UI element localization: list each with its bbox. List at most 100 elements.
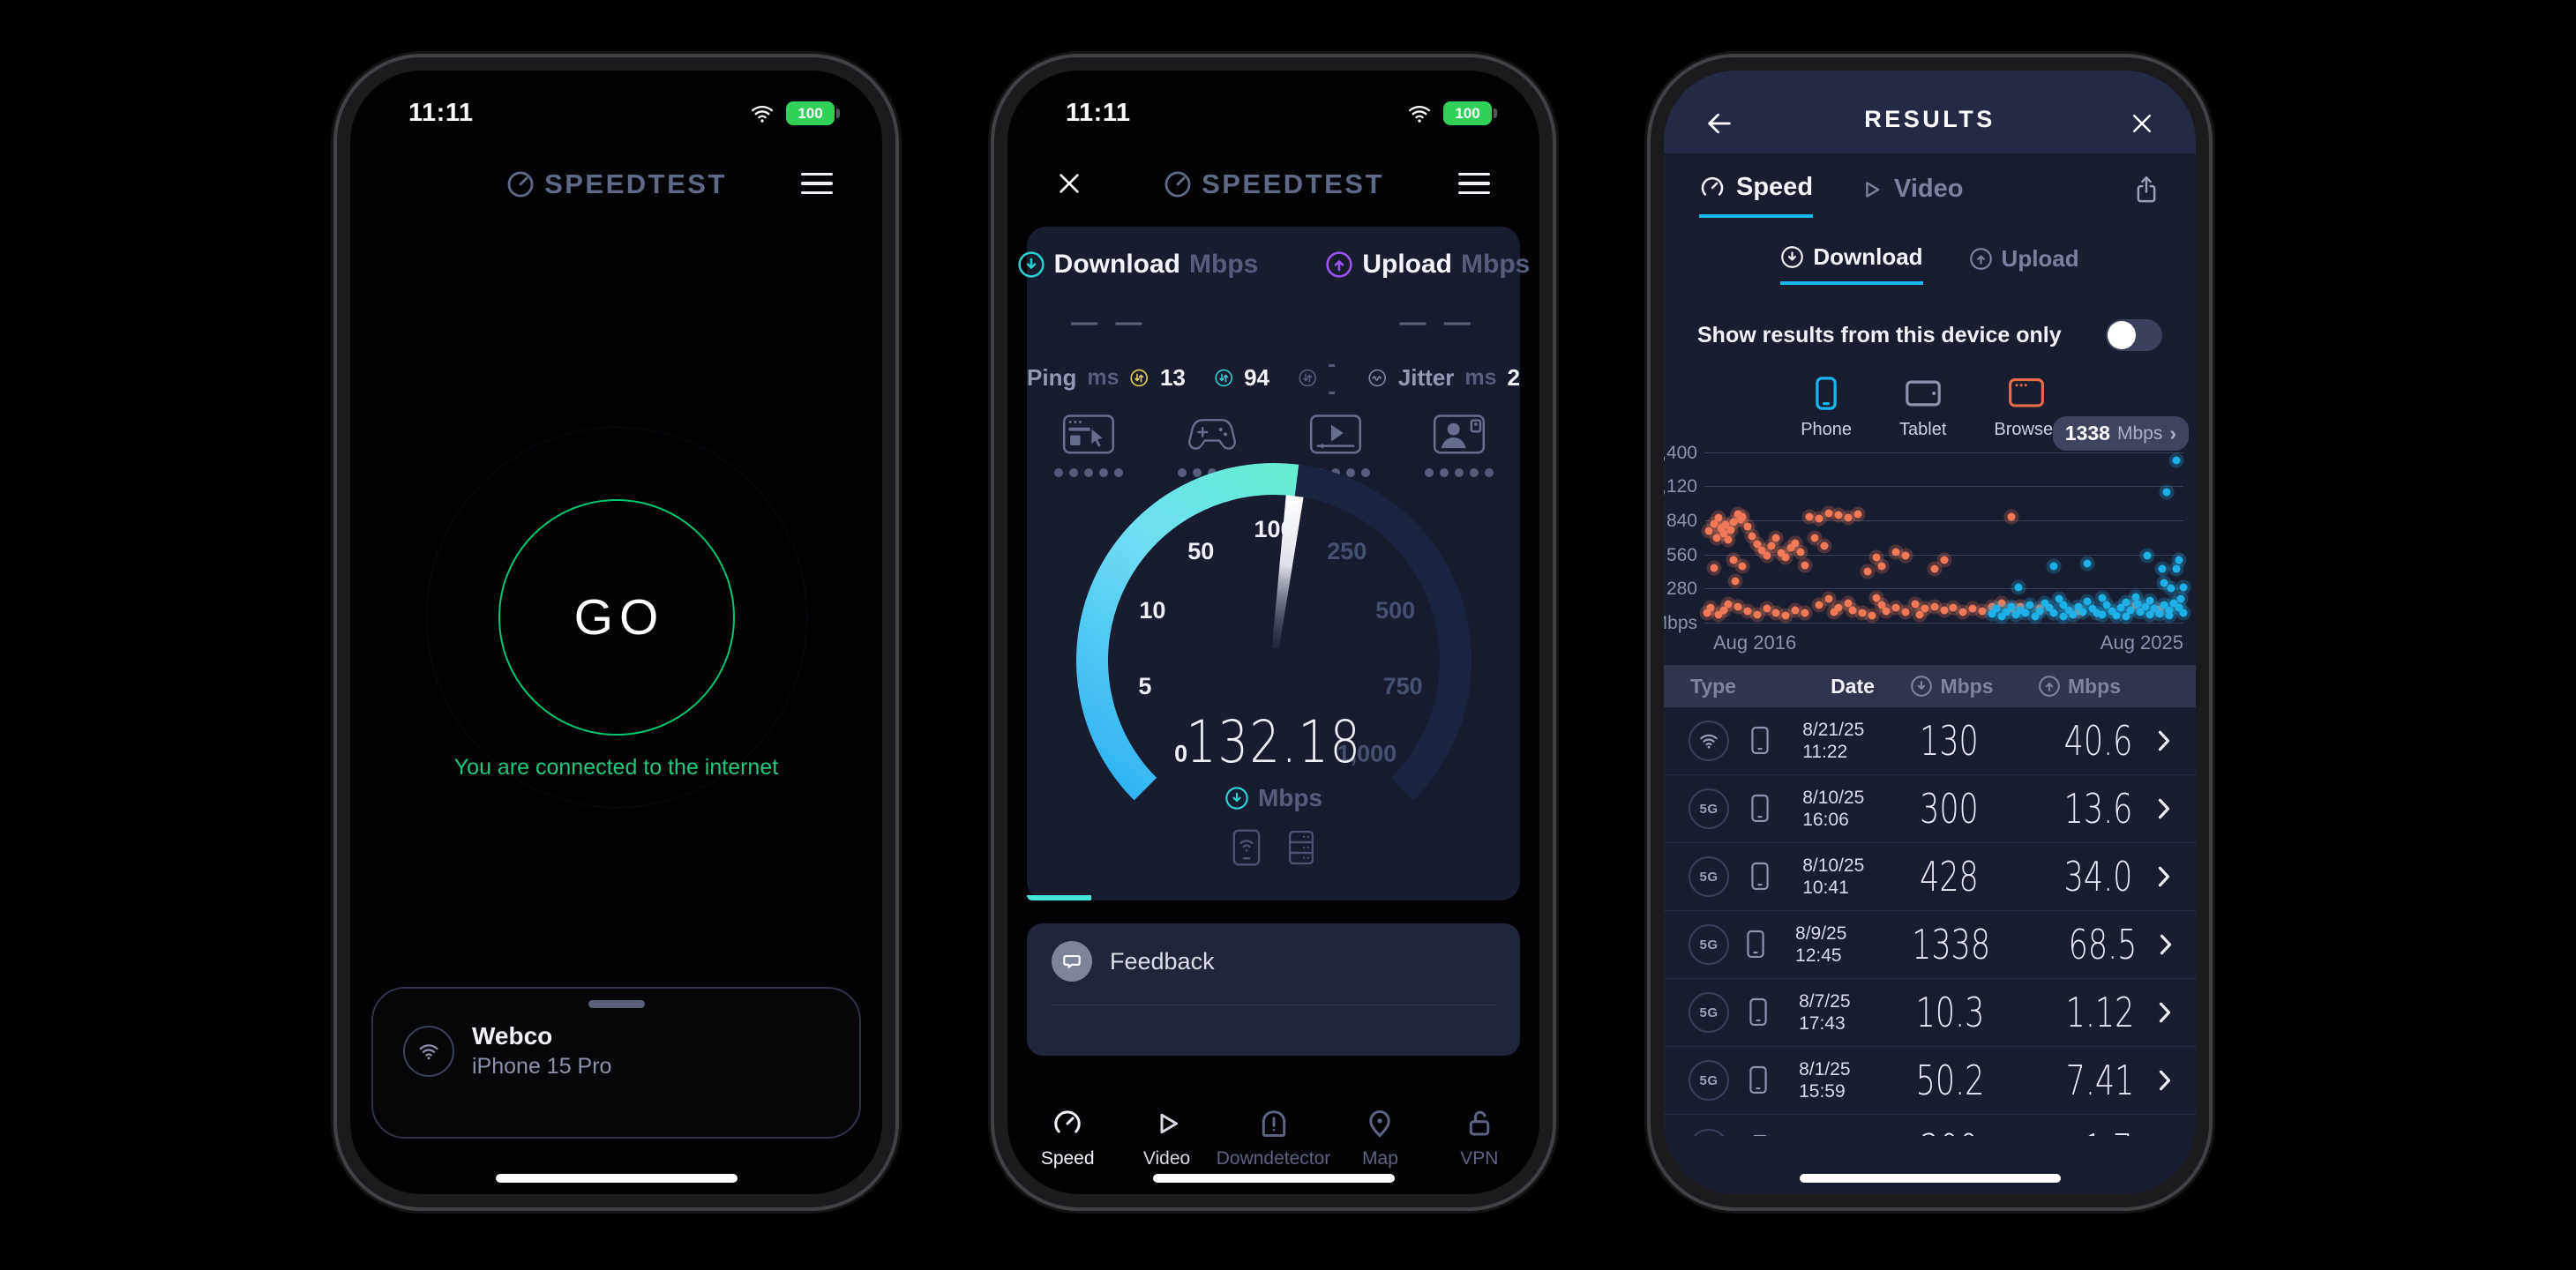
data-point-recent-results[interactable]	[2074, 602, 2083, 611]
data-point-earlier-results[interactable]	[1743, 522, 1752, 531]
data-point-earlier-results[interactable]	[1848, 606, 1857, 615]
data-point-earlier-results[interactable]	[1724, 535, 1733, 544]
data-point-earlier-results[interactable]	[1734, 602, 1742, 611]
data-point-earlier-results[interactable]	[1872, 553, 1881, 562]
data-point-earlier-results[interactable]	[1815, 601, 1823, 609]
data-point-earlier-results[interactable]	[1820, 542, 1829, 550]
data-point-recent-results[interactable]	[2035, 607, 2044, 616]
data-point-earlier-results[interactable]	[1748, 532, 1756, 541]
data-point-earlier-results[interactable]	[1940, 606, 1948, 615]
video-call-activity[interactable]	[1424, 414, 1494, 477]
share-icon[interactable]	[2132, 175, 2160, 205]
data-point-earlier-results[interactable]	[1877, 601, 1886, 609]
filter-tablet[interactable]: Tablet	[1899, 374, 1946, 440]
home-indicator[interactable]	[1799, 1174, 2061, 1183]
close-icon[interactable]	[2129, 110, 2155, 137]
data-point-earlier-results[interactable]	[1810, 534, 1819, 542]
data-point-earlier-results[interactable]	[1834, 603, 1843, 612]
close-icon[interactable]	[1055, 169, 1083, 198]
data-point-recent-results[interactable]	[2031, 612, 2040, 621]
data-point-recent-results[interactable]	[2041, 599, 2049, 608]
data-point-earlier-results[interactable]	[1882, 607, 1891, 616]
data-point-earlier-results[interactable]	[1891, 548, 1900, 557]
data-point-recent-results[interactable]	[2175, 603, 2183, 612]
nav-item-vpn[interactable]: VPN	[1430, 1108, 1529, 1169]
data-point-earlier-results[interactable]	[1724, 600, 1733, 609]
data-point-earlier-results[interactable]	[1911, 600, 1920, 609]
data-point-recent-results[interactable]	[2179, 583, 2188, 592]
data-point-earlier-results[interactable]	[1901, 551, 1910, 560]
data-point-earlier-results[interactable]	[1805, 512, 1814, 521]
data-point-recent-results[interactable]	[2162, 488, 2171, 497]
data-point-earlier-results[interactable]	[1824, 509, 1833, 518]
device-only-toggle[interactable]	[2106, 319, 2162, 351]
data-point-earlier-results[interactable]	[1726, 526, 1735, 534]
data-point-recent-results[interactable]	[2083, 597, 2092, 606]
data-point-recent-results[interactable]	[2167, 584, 2175, 593]
chevron-right-icon[interactable]	[2132, 729, 2196, 752]
data-point-recent-results[interactable]	[2088, 604, 2097, 613]
data-point-recent-results[interactable]	[2165, 611, 2174, 620]
data-point-recent-results[interactable]	[2007, 602, 2016, 611]
data-point-earlier-results[interactable]	[1930, 602, 1939, 611]
data-point-earlier-results[interactable]	[1801, 561, 1809, 570]
tab-speed[interactable]: Speed	[1699, 173, 1814, 218]
data-point-earlier-results[interactable]	[1743, 607, 1752, 616]
data-point-recent-results[interactable]	[2116, 603, 2125, 612]
data-point-earlier-results[interactable]	[1868, 611, 1876, 620]
data-point-earlier-results[interactable]	[1872, 594, 1881, 602]
data-point-earlier-results[interactable]	[1830, 608, 1838, 616]
data-point-earlier-results[interactable]	[1863, 567, 1872, 576]
data-point-recent-results[interactable]	[2143, 551, 2152, 560]
result-row[interactable]: 5G 8/7/25 17:43 10.3 1.12	[1664, 979, 2196, 1047]
data-point-recent-results[interactable]	[1992, 604, 2001, 613]
data-point-recent-results[interactable]	[2145, 610, 2154, 619]
data-point-earlier-results[interactable]	[1738, 512, 1747, 521]
data-point-earlier-results[interactable]	[1757, 546, 1766, 555]
data-point-recent-results[interactable]	[2083, 559, 2092, 568]
hamburger-menu-icon[interactable]	[801, 169, 833, 198]
data-point-recent-results[interactable]	[2049, 562, 2058, 571]
data-point-recent-results[interactable]	[2098, 610, 2107, 619]
data-point-recent-results[interactable]	[2131, 593, 2140, 601]
data-point-earlier-results[interactable]	[1834, 511, 1843, 519]
chevron-right-icon[interactable]	[2135, 1001, 2196, 1024]
hamburger-menu-icon[interactable]	[1458, 169, 1490, 198]
data-point-earlier-results[interactable]	[1781, 553, 1790, 562]
data-point-earlier-results[interactable]	[1753, 610, 1762, 619]
data-point-recent-results[interactable]	[2158, 564, 2167, 573]
chevron-right-icon[interactable]	[2132, 865, 2196, 888]
data-point-recent-results[interactable]	[2165, 606, 2174, 615]
result-row[interactable]: 8/21/25 11:22 130 40.6	[1664, 707, 2196, 775]
data-point-earlier-results[interactable]	[1706, 603, 1715, 612]
data-point-recent-results[interactable]	[2122, 612, 2130, 621]
data-point-recent-results[interactable]	[2026, 601, 2034, 609]
data-point-earlier-results[interactable]	[1738, 562, 1747, 571]
result-row[interactable]: 5G 8/10/25 16:06 300 13.6	[1664, 775, 2196, 843]
data-point-earlier-results[interactable]	[1801, 609, 1809, 617]
data-point-recent-results[interactable]	[2160, 579, 2168, 587]
data-point-recent-results[interactable]	[2172, 456, 2181, 465]
back-arrow-icon[interactable]	[1704, 108, 1734, 138]
data-point-earlier-results[interactable]	[1767, 542, 1776, 550]
data-point-earlier-results[interactable]	[1958, 608, 1967, 616]
data-point-earlier-results[interactable]	[1703, 609, 1711, 617]
data-point-earlier-results[interactable]	[1877, 562, 1886, 571]
data-point-earlier-results[interactable]	[1786, 543, 1795, 552]
home-indicator[interactable]	[1152, 1174, 1395, 1183]
data-point-earlier-results[interactable]	[1714, 610, 1723, 619]
subtab-upload[interactable]: Upload	[1969, 243, 2079, 285]
chart-tooltip-badge[interactable]: 1338 Mbps ›	[2052, 416, 2189, 451]
data-point-recent-results[interactable]	[2172, 564, 2181, 573]
subtab-download[interactable]: Download	[1780, 243, 1923, 285]
data-point-earlier-results[interactable]	[1763, 551, 1771, 560]
data-point-earlier-results[interactable]	[1921, 604, 1929, 613]
data-point-recent-results[interactable]	[1997, 612, 2006, 621]
data-point-recent-results[interactable]	[2169, 599, 2178, 608]
data-point-earlier-results[interactable]	[1719, 529, 1728, 538]
data-point-earlier-results[interactable]	[1978, 607, 1987, 616]
data-point-earlier-results[interactable]	[1997, 599, 2006, 608]
browsing-activity[interactable]	[1053, 414, 1123, 477]
go-button[interactable]: GO	[498, 499, 735, 736]
